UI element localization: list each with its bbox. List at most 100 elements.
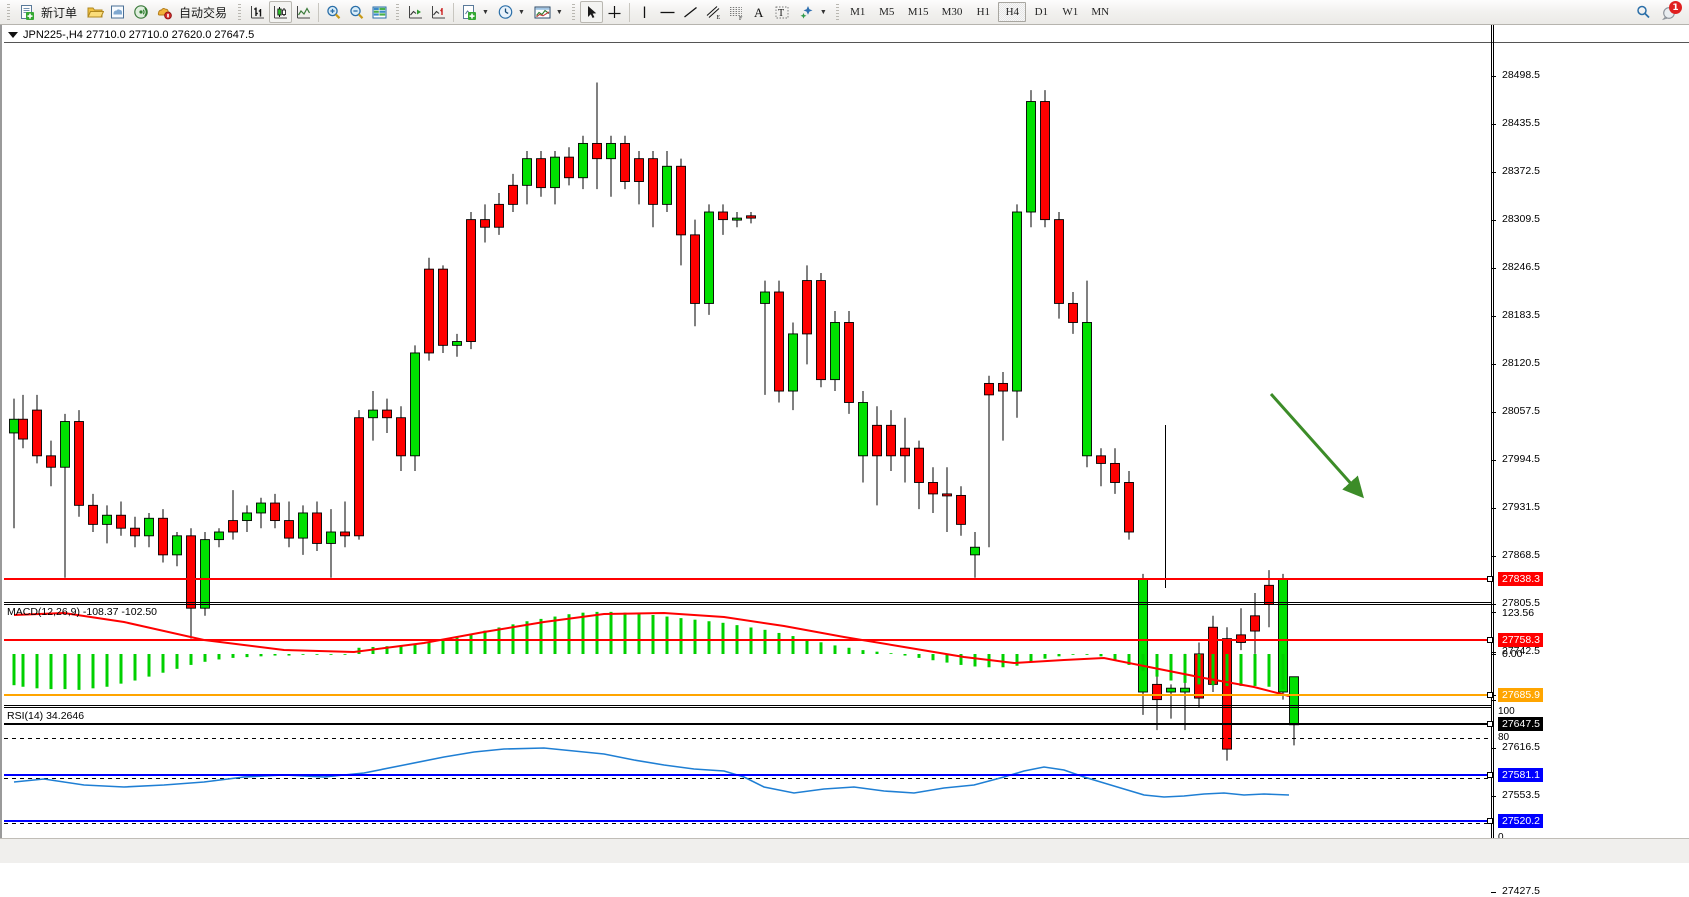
price-tick-label: 28309.5 xyxy=(1502,213,1540,225)
price-tick-label: 28498.5 xyxy=(1502,69,1540,81)
horizontal-line-icon xyxy=(660,11,675,13)
svg-text:T: T xyxy=(778,8,784,19)
period-button[interactable]: ▼ xyxy=(493,1,529,23)
svg-text:A: A xyxy=(754,5,764,20)
auto-scroll-button[interactable] xyxy=(427,1,450,23)
new-order-label: 新订单 xyxy=(41,5,78,20)
text-button[interactable]: A xyxy=(748,1,771,23)
auto-trading-button[interactable]: 自动交易 xyxy=(152,1,233,23)
chart-window[interactable]: JPN225-,H4 27710.0 27710.0 27620.0 27647… xyxy=(0,25,1689,897)
timeframe-label: M5 xyxy=(879,6,895,18)
chevron-down-icon-4[interactable]: ▼ xyxy=(819,8,827,16)
timeframe-mn-button[interactable]: MN xyxy=(1085,2,1115,22)
fibonacci-button[interactable]: F xyxy=(725,1,748,23)
zoom-out-button[interactable] xyxy=(345,1,368,23)
chart-shift-button[interactable] xyxy=(404,1,427,23)
templates-button[interactable]: ▼ xyxy=(529,1,567,23)
level-handle[interactable] xyxy=(1487,818,1493,825)
crosshair-tool-button[interactable] xyxy=(603,1,626,23)
price-tag-last-price[interactable]: 27647.5 xyxy=(1498,717,1543,732)
level-line-support-upper[interactable] xyxy=(4,771,1493,778)
rsi-level-line xyxy=(4,738,1491,740)
svg-text:E: E xyxy=(716,15,720,21)
auto-scroll-icon xyxy=(432,5,446,18)
timeframe-m1-button[interactable]: M1 xyxy=(844,2,872,22)
rsi-level-label: 80 xyxy=(1498,732,1510,744)
level-line-support-lower[interactable] xyxy=(4,818,1493,825)
price-tag-support-upper[interactable]: 27581.1 xyxy=(1498,767,1543,782)
price-tick-label: 28435.5 xyxy=(1502,117,1540,129)
toolbar-grip-2[interactable] xyxy=(236,2,244,22)
level-handle[interactable] xyxy=(1487,692,1493,699)
rsi-title: RSI(14) 34.2646 xyxy=(7,710,85,722)
price-tick xyxy=(1491,412,1496,413)
folder-icon xyxy=(86,7,104,18)
equidistant-channel-button[interactable]: E xyxy=(702,1,725,23)
folder-button[interactable] xyxy=(83,1,106,23)
candlestick-chart-button[interactable] xyxy=(269,1,293,23)
toolbar-grip[interactable] xyxy=(5,2,12,22)
bar-chart-button[interactable] xyxy=(246,1,269,23)
text-label-button[interactable]: T xyxy=(771,1,794,23)
cursor-icon xyxy=(587,6,597,18)
chart-title-bar: JPN225-,H4 27710.0 27710.0 27620.0 27647… xyxy=(4,27,1689,43)
timeframe-w1-button[interactable]: W1 xyxy=(1056,2,1084,22)
level-handle[interactable] xyxy=(1487,771,1493,778)
price-tick xyxy=(1491,748,1496,749)
timeframe-h4-button[interactable]: H4 xyxy=(998,2,1027,22)
timeframe-m15-button[interactable]: M15 xyxy=(902,2,935,22)
timeframe-label: W1 xyxy=(1062,6,1079,18)
crosshair-vertical-line xyxy=(1165,425,1166,588)
level-handle[interactable] xyxy=(1487,636,1493,643)
price-tick xyxy=(1491,700,1496,701)
level-line-last-price[interactable] xyxy=(4,721,1493,728)
chart-menu-caret-icon[interactable] xyxy=(8,31,18,38)
cursor-tool-button[interactable] xyxy=(579,1,603,23)
level-handle[interactable] xyxy=(1487,576,1493,582)
toolbar-separator-3 xyxy=(628,2,630,22)
toolbar-grip-4[interactable] xyxy=(569,2,577,22)
line-chart-button[interactable] xyxy=(292,1,315,23)
vertical-line-icon xyxy=(643,6,645,18)
price-tick xyxy=(1491,364,1496,365)
data-window-button[interactable] xyxy=(368,1,391,23)
toolbar-grip-5[interactable] xyxy=(833,2,841,22)
rsi-series xyxy=(13,747,1290,798)
price-tag-resistance-upper[interactable]: 27838.3 xyxy=(1498,572,1543,586)
new-chart-button[interactable]: ▼ xyxy=(457,1,493,23)
new-order-icon xyxy=(21,4,34,20)
timeframe-m30-button[interactable]: M30 xyxy=(936,2,969,22)
new-order-button[interactable]: 新订单 xyxy=(15,1,83,23)
toolbar-grip-3[interactable] xyxy=(394,2,402,22)
chevron-down-icon-2[interactable]: ▼ xyxy=(517,8,525,16)
signals-icon xyxy=(133,5,148,19)
alerts-button[interactable]: 1 xyxy=(1659,1,1682,22)
level-line-pivot[interactable] xyxy=(4,692,1493,699)
line-chart-icon xyxy=(297,5,311,18)
timeframe-d1-button[interactable]: D1 xyxy=(1027,2,1055,22)
chevron-down-icon[interactable]: ▼ xyxy=(482,8,489,16)
search-button[interactable] xyxy=(1632,1,1655,23)
chevron-down-icon-3[interactable]: ▼ xyxy=(555,8,563,16)
zoom-in-button[interactable] xyxy=(322,1,345,23)
vertical-line-button[interactable] xyxy=(633,1,656,23)
price-tag-support-lower[interactable]: 27520.2 xyxy=(1498,814,1543,829)
timeframe-h1-button[interactable]: H1 xyxy=(969,2,997,22)
price-tick-label: 27427.5 xyxy=(1502,885,1540,897)
cloud-download-button[interactable] xyxy=(106,1,129,23)
level-line-resistance-upper[interactable] xyxy=(4,576,1493,582)
macd-axis-mid: 0.00 xyxy=(1502,648,1523,660)
signals-button[interactable] xyxy=(129,1,152,23)
price-tick-label: 27553.5 xyxy=(1502,789,1540,801)
shapes-button[interactable]: ▼ xyxy=(794,1,831,23)
price-tag-pivot[interactable]: 27685.9 xyxy=(1498,688,1543,703)
shapes-icon xyxy=(800,5,813,19)
horizontal-line-button[interactable] xyxy=(656,1,679,23)
timeframe-label: D1 xyxy=(1034,6,1049,18)
timeframe-m5-button[interactable]: M5 xyxy=(873,2,901,22)
level-line-resistance-lower[interactable] xyxy=(4,636,1493,643)
price-tag-resistance-lower[interactable]: 27758.3 xyxy=(1498,632,1543,647)
trendline-button[interactable] xyxy=(679,1,702,23)
level-handle[interactable] xyxy=(1487,721,1493,728)
timeframe-label: H4 xyxy=(1005,6,1020,18)
